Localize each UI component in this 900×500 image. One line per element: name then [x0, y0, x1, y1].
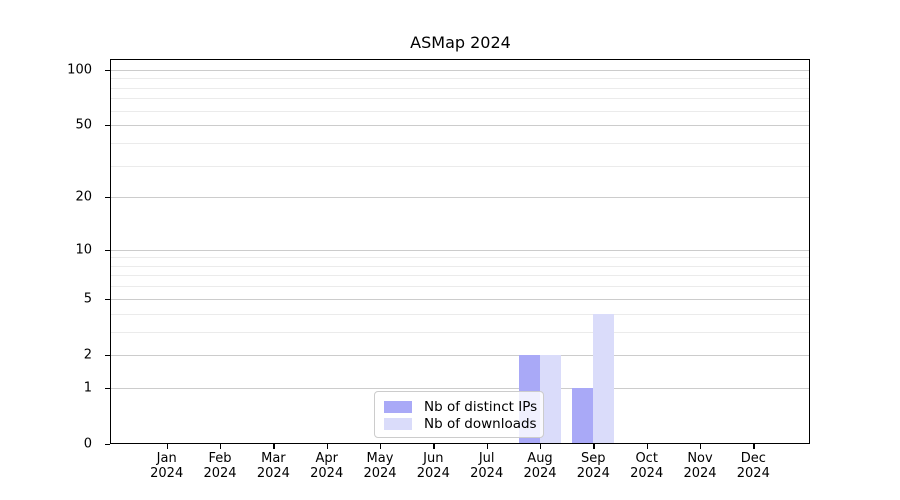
- major-gridline: [111, 298, 810, 300]
- y-tick: [105, 444, 110, 446]
- minor-gridline: [111, 313, 810, 315]
- minor-gridline: [111, 165, 810, 167]
- y-tick: [105, 249, 110, 251]
- y-tick: [105, 125, 110, 127]
- x-tick: [753, 444, 755, 449]
- x-tick-label: Mar 2024: [256, 451, 290, 482]
- x-tick-label: Dec 2024: [736, 451, 770, 482]
- chart-title: ASMap 2024: [410, 33, 511, 52]
- major-gridline: [111, 249, 810, 251]
- x-tick: [700, 444, 702, 449]
- bar-sep-distinct-ips: [572, 387, 594, 444]
- x-tick: [540, 444, 542, 449]
- x-tick: [326, 444, 328, 449]
- x-tick: [273, 444, 275, 449]
- y-tick-label: 20: [75, 189, 92, 205]
- y-tick-label: 2: [83, 347, 92, 363]
- x-tick: [380, 444, 382, 449]
- minor-gridline: [111, 265, 810, 267]
- x-tick: [220, 444, 222, 449]
- x-tick: [646, 444, 648, 449]
- bar-sep-downloads: [593, 313, 615, 444]
- x-tick-label: Nov 2024: [683, 451, 717, 482]
- minor-gridline: [111, 87, 810, 89]
- x-tick: [486, 444, 488, 449]
- y-tick-label: 50: [75, 117, 92, 133]
- x-tick: [166, 444, 168, 449]
- legend-label: Nb of downloads: [424, 415, 537, 432]
- x-tick: [593, 444, 595, 449]
- minor-gridline: [111, 78, 810, 80]
- y-tick: [105, 354, 110, 357]
- minor-gridline: [111, 331, 810, 333]
- legend-swatch: [384, 417, 412, 430]
- bar-aug-downloads: [540, 354, 561, 444]
- y-tick-label: 1: [83, 380, 92, 396]
- major-gridline: [111, 197, 810, 199]
- y-tick: [105, 197, 110, 199]
- minor-gridline: [111, 98, 810, 100]
- x-tick-label: Jul 2024: [470, 451, 504, 482]
- minor-gridline: [111, 257, 810, 259]
- x-tick-label: Aug 2024: [523, 451, 557, 482]
- legend-swatch: [384, 400, 412, 413]
- y-tick: [105, 69, 110, 72]
- minor-gridline: [111, 275, 810, 277]
- y-tick-label: 5: [83, 291, 92, 307]
- x-tick-label: Jan 2024: [150, 451, 184, 482]
- x-tick: [433, 444, 435, 449]
- major-gridline: [111, 125, 810, 127]
- legend-item: Nb of distinct IPs: [384, 398, 538, 415]
- y-tick-label: 0: [83, 436, 92, 452]
- y-tick-label: 100: [67, 62, 92, 78]
- legend: Nb of distinct IPs Nb of downloads: [374, 391, 544, 438]
- y-tick-label: 10: [75, 242, 92, 258]
- major-gridline: [111, 387, 810, 389]
- legend-label: Nb of distinct IPs: [424, 398, 538, 415]
- y-tick: [105, 298, 110, 300]
- x-tick-label: Apr 2024: [310, 451, 344, 482]
- minor-gridline: [111, 286, 810, 288]
- major-gridline: [111, 69, 810, 71]
- major-gridline: [111, 354, 810, 356]
- plot-area: [111, 60, 810, 444]
- minor-gridline: [111, 142, 810, 144]
- x-tick-label: Jun 2024: [416, 451, 450, 482]
- y-tick: [105, 387, 110, 390]
- x-tick-label: Feb 2024: [203, 451, 237, 482]
- legend-item: Nb of downloads: [384, 415, 537, 432]
- x-tick-label: Oct 2024: [630, 451, 664, 482]
- x-tick-label: Sep 2024: [576, 451, 610, 482]
- minor-gridline: [111, 110, 810, 112]
- x-tick-label: May 2024: [363, 451, 397, 482]
